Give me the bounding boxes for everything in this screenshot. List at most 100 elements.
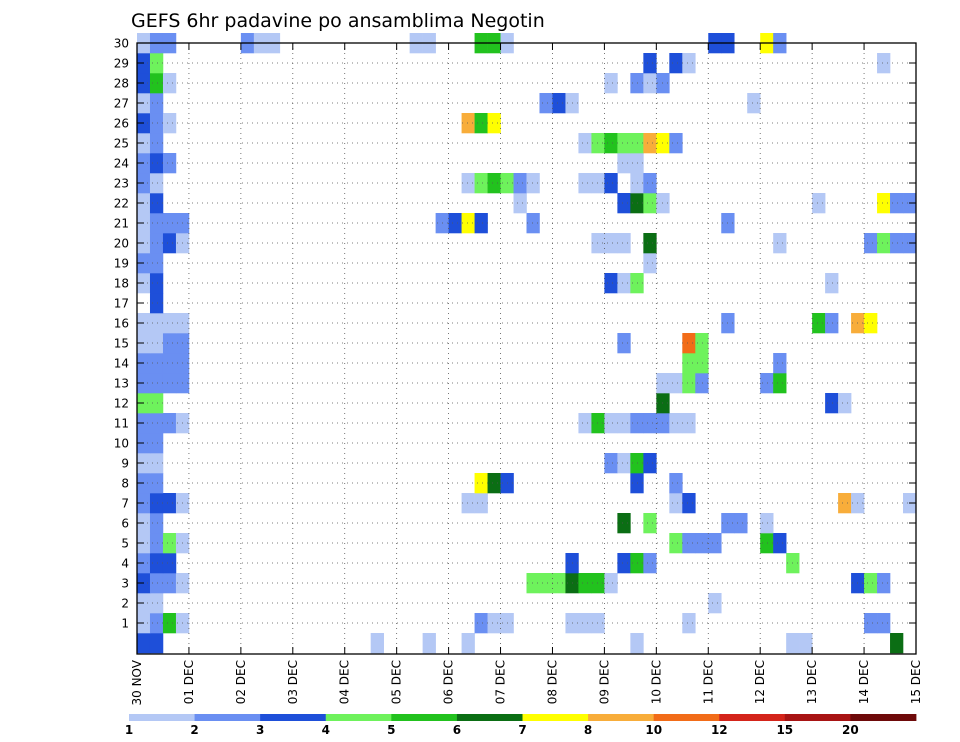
heatmap-cell xyxy=(474,173,488,194)
colorbar-label: 10 xyxy=(645,723,662,737)
colorbar-swatch xyxy=(588,714,655,721)
heatmap-cell xyxy=(162,113,177,134)
heatmap-cell xyxy=(617,513,631,534)
heatmap-cell xyxy=(643,53,657,74)
heatmap-cell xyxy=(578,133,592,154)
chart-title: GEFS 6hr padavine po ansamblima Negotin xyxy=(131,10,545,32)
heatmap-cell xyxy=(643,453,657,474)
colorbar-swatch xyxy=(784,714,851,721)
heatmap-cell xyxy=(591,133,605,154)
heatmap-cell xyxy=(669,133,683,154)
heatmap-cell xyxy=(617,333,631,354)
y-tick-label: 22 xyxy=(114,197,129,211)
heatmap-cell xyxy=(162,333,177,354)
heatmap-cell xyxy=(149,573,164,594)
heatmap-cell xyxy=(149,293,164,314)
heatmap-cell xyxy=(643,133,657,154)
grid-lines xyxy=(137,43,916,654)
heatmap-cell xyxy=(604,453,618,474)
heatmap-cell xyxy=(617,413,631,434)
y-tick-label: 13 xyxy=(114,377,129,391)
heatmap-cell xyxy=(422,633,436,654)
heatmap-cells xyxy=(137,33,917,654)
heatmap-cell xyxy=(604,273,618,294)
heatmap-cell xyxy=(695,333,709,354)
heatmap-cell xyxy=(669,53,683,74)
heatmap-cell xyxy=(643,233,657,254)
x-tick-labels: 30 NOV 01 DEC 02 DEC 03 DEC 04 DEC 05 DEC 06 D… xyxy=(130,659,923,705)
heatmap-cell xyxy=(825,393,839,414)
colorbar-label: 15 xyxy=(776,723,793,737)
heatmap-cell xyxy=(708,593,722,614)
plot-frame xyxy=(136,42,917,655)
colorbar-swatch xyxy=(325,714,392,721)
heatmap-cell xyxy=(149,453,164,474)
colorbar-swatch xyxy=(260,714,327,721)
heatmap-cell xyxy=(162,553,177,574)
heatmap-cell xyxy=(149,273,164,294)
x-tick-label: 08 DEC xyxy=(546,660,560,704)
heatmap-cell xyxy=(604,133,618,154)
colorbar-swatch xyxy=(719,714,786,721)
y-tick-label: 6 xyxy=(121,517,129,531)
y-tick-label: 20 xyxy=(114,237,129,251)
heatmap-cell xyxy=(682,613,696,634)
y-tick-label: 2 xyxy=(121,597,129,611)
heatmap-cell xyxy=(149,493,164,514)
y-tick-labels: 1234567891011121314151617181920212223242… xyxy=(114,37,129,631)
heatmap-cell xyxy=(643,553,657,574)
heatmap-cell xyxy=(643,513,657,534)
heatmap-cell xyxy=(461,173,475,194)
heatmap-cell xyxy=(617,453,631,474)
heatmap-cell xyxy=(162,413,177,434)
heatmap-cell xyxy=(669,373,683,394)
heatmap-cell xyxy=(474,613,488,634)
heatmap-cell xyxy=(162,233,177,254)
heatmap-cell xyxy=(149,133,164,154)
heatmap-cell xyxy=(760,373,774,394)
heatmap-cell xyxy=(669,413,683,434)
y-tick-label: 18 xyxy=(114,277,129,291)
colorbar-label: 2 xyxy=(190,723,198,737)
heatmap-cell xyxy=(825,273,839,294)
heatmap-cell xyxy=(149,513,164,534)
heatmap-cell xyxy=(877,193,891,214)
y-tick-label: 29 xyxy=(114,57,129,71)
heatmap-cell xyxy=(643,73,657,94)
heatmap-cell xyxy=(604,233,618,254)
heatmap-cell xyxy=(864,573,878,594)
heatmap-cell xyxy=(864,613,878,634)
heatmap-cell xyxy=(643,253,657,274)
heatmap-cell xyxy=(682,333,696,354)
y-tick-label: 27 xyxy=(114,97,129,111)
heatmap-cell xyxy=(149,313,164,334)
heatmap-cell xyxy=(695,353,709,374)
colorbar-label: 7 xyxy=(518,723,526,737)
y-tick-label: 21 xyxy=(114,217,129,231)
heatmap-cell xyxy=(682,53,696,74)
y-tick-label: 4 xyxy=(121,557,129,571)
heatmap-cell xyxy=(617,233,631,254)
heatmap-cell xyxy=(162,573,177,594)
y-tick-label: 26 xyxy=(114,117,129,131)
x-tick-label: 04 DEC xyxy=(338,660,352,704)
heatmap-cell xyxy=(734,513,748,534)
heatmap-cell xyxy=(474,493,488,514)
heatmap-cell xyxy=(370,633,384,654)
heatmap-cell xyxy=(149,633,164,654)
heatmap-cell xyxy=(890,633,904,654)
heatmap-cell xyxy=(149,373,164,394)
heatmap-cell xyxy=(578,613,592,634)
heatmap-cell xyxy=(149,593,164,614)
heatmap-cell xyxy=(149,393,164,414)
colorbar-label: 3 xyxy=(256,723,264,737)
heatmap-cell xyxy=(149,553,164,574)
x-tick-label: 05 DEC xyxy=(390,660,404,704)
y-tick-label: 11 xyxy=(114,417,129,431)
heatmap-cell xyxy=(162,493,177,514)
x-tick-label: 15 DEC xyxy=(909,660,923,704)
colorbar: 1 2 3 4 5 6 7 8 10 12 15 20 xyxy=(125,714,917,737)
heatmap-cell xyxy=(669,473,683,494)
heatmap-cell xyxy=(149,153,164,174)
heatmap-cell xyxy=(643,193,657,214)
